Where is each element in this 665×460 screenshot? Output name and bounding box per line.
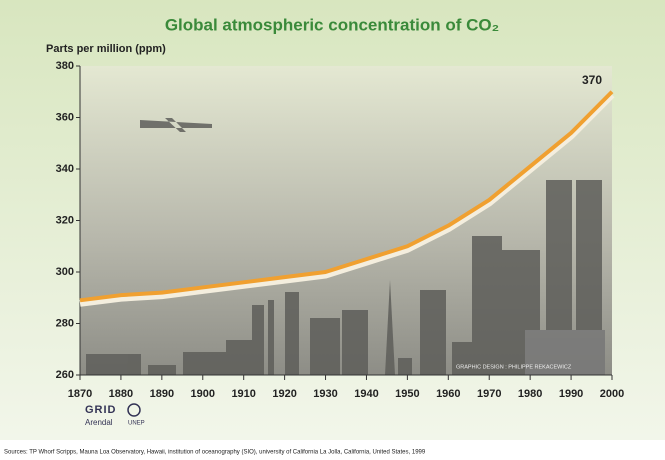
- x-tick-label: 2000: [600, 388, 624, 400]
- x-tick-label: 1900: [191, 388, 215, 400]
- x-tick-label: 1880: [109, 388, 133, 400]
- logo-text: Arendal: [85, 418, 113, 427]
- x-tick-label: 1890: [150, 388, 174, 400]
- x-tick-label: 1980: [518, 388, 542, 400]
- y-axis-label: Parts per million (ppm): [46, 43, 166, 55]
- x-tick-label: 1990: [559, 388, 583, 400]
- logo-text: UNEP: [128, 421, 145, 427]
- y-tick-label: 260: [56, 369, 74, 381]
- logo-text: GRID: [85, 404, 117, 416]
- line: [79, 90, 614, 303]
- x-tick-label: 1970: [477, 388, 501, 400]
- data-label: 370: [582, 73, 602, 87]
- y-tick-label: 380: [56, 60, 74, 72]
- credit: GRAPHIC DESIGN : PHILIPPE REKACEWICZ: [456, 364, 572, 370]
- x-tick-label: 1910: [231, 388, 255, 400]
- x-tick-label: 1920: [272, 388, 296, 400]
- source: Sources: TP Whorf Scripps, Mauna Loa Obs…: [4, 450, 426, 456]
- y-tick-label: 340: [56, 163, 74, 175]
- x-tick-label: 1950: [395, 388, 419, 400]
- chart-title: Global atmospheric concentration of CO₂: [165, 15, 499, 34]
- x-tick-label: 1870: [68, 388, 92, 400]
- illustration: [86, 118, 605, 375]
- y-tick-label: 300: [56, 266, 74, 278]
- x-tick-label: 1960: [436, 388, 460, 400]
- y-tick-label: 280: [56, 317, 74, 329]
- y-tick-label: 360: [56, 111, 74, 123]
- x-tick-label: 1940: [354, 388, 378, 400]
- x-tick-label: 1930: [313, 388, 337, 400]
- line-shadow: [79, 92, 615, 307]
- logo-icon: [127, 403, 141, 417]
- y-tick-label: 320: [56, 214, 74, 226]
